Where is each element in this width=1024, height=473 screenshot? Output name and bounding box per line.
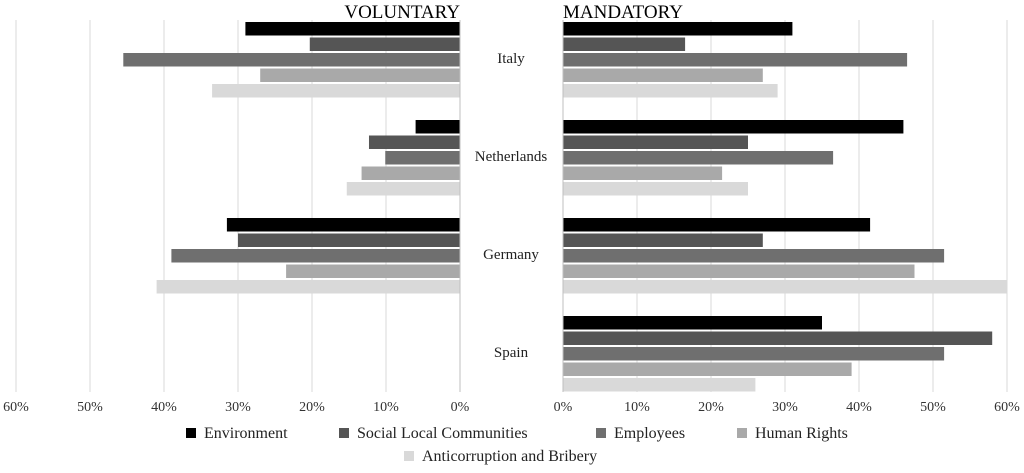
bar-mandatory	[563, 316, 822, 330]
voluntary-tick-label: 40%	[151, 400, 177, 415]
bar-mandatory	[563, 249, 945, 263]
axes	[459, 20, 564, 392]
legend-swatch	[186, 428, 196, 438]
bar-mandatory	[563, 22, 793, 36]
bar-voluntary	[385, 151, 460, 165]
bar-voluntary	[368, 135, 460, 149]
voluntary-title: VOLUNTARY	[344, 2, 460, 23]
bar-voluntary	[361, 166, 460, 180]
bar-voluntary	[415, 120, 460, 134]
mandatory-tick-label: 30%	[772, 400, 798, 415]
bar-mandatory	[563, 362, 852, 376]
bar-voluntary	[309, 37, 460, 51]
bar-voluntary	[171, 249, 460, 263]
country-label: Italy	[497, 51, 525, 67]
bar-voluntary	[238, 233, 460, 247]
legend-label: Anticorruption and Bribery	[422, 448, 597, 465]
bar-mandatory	[563, 182, 748, 196]
voluntary-tick-label: 50%	[77, 400, 103, 415]
bars	[123, 22, 1007, 392]
voluntary-tick-label: 0%	[451, 400, 470, 415]
bar-mandatory	[563, 331, 993, 345]
legend-label: Social Local Communities	[357, 425, 528, 442]
bar-mandatory	[563, 84, 778, 98]
bar-mandatory	[563, 166, 723, 180]
bar-voluntary	[346, 182, 460, 196]
legend: Environment Social Local Communities Emplo…	[186, 425, 848, 465]
legend-swatch	[737, 428, 747, 438]
legend-swatch	[596, 428, 606, 438]
voluntary-tick-label: 20%	[299, 400, 325, 415]
bar-mandatory	[563, 264, 915, 278]
bar-voluntary	[123, 53, 461, 67]
bar-mandatory	[563, 378, 756, 392]
bar-voluntary	[226, 218, 460, 232]
bar-mandatory	[563, 280, 1007, 294]
voluntary-tick-label: 30%	[225, 400, 251, 415]
country-labels: Italy Netherlands Germany Spain	[475, 51, 548, 361]
mandatory-tick-label: 0%	[554, 400, 573, 415]
legend-label: Human Rights	[755, 425, 848, 442]
country-label: Netherlands	[475, 149, 548, 165]
bar-mandatory	[563, 37, 686, 51]
country-label: Germany	[483, 247, 539, 263]
bar-mandatory	[563, 218, 871, 232]
legend-swatch	[404, 451, 414, 461]
bar-voluntary	[286, 264, 460, 278]
bar-voluntary	[260, 68, 460, 82]
bar-voluntary	[156, 280, 460, 294]
bar-voluntary	[245, 22, 460, 36]
legend-label: Environment	[204, 425, 288, 442]
bar-mandatory	[563, 233, 763, 247]
voluntary-tick-label: 60%	[3, 400, 29, 415]
mandatory-title: MANDATORY	[563, 2, 683, 23]
country-label: Spain	[494, 345, 529, 361]
tick-labels: 0% 0% 10% 10% 20% 20% 30% 30% 40% 40% 50% 50% 60% 60%	[3, 400, 1020, 415]
mandatory-tick-label: 60%	[994, 400, 1020, 415]
bar-mandatory	[563, 53, 908, 67]
mandatory-tick-label: 20%	[698, 400, 724, 415]
bar-mandatory	[563, 151, 834, 165]
voluntary-tick-label: 10%	[373, 400, 399, 415]
mandatory-tick-label: 50%	[920, 400, 946, 415]
bar-mandatory	[563, 120, 904, 134]
mandatory-tick-label: 40%	[846, 400, 872, 415]
bar-mandatory	[563, 347, 945, 361]
legend-label: Employees	[614, 425, 685, 442]
bar-mandatory	[563, 135, 748, 149]
bar-mandatory	[563, 68, 763, 82]
legend-swatch	[339, 428, 349, 438]
bar-voluntary	[212, 84, 460, 98]
mandatory-tick-label: 10%	[624, 400, 650, 415]
